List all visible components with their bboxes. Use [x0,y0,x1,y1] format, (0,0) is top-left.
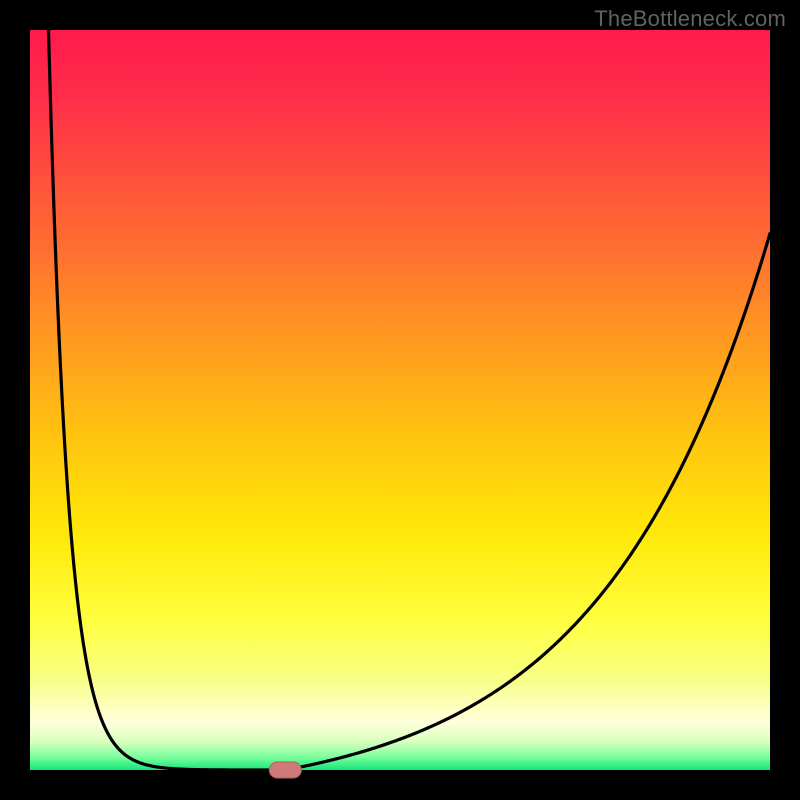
chart-container: TheBottleneck.com [0,0,800,800]
watermark-text: TheBottleneck.com [594,6,786,32]
chart-svg [0,0,800,800]
bottleneck-marker [269,762,301,778]
plot-background-gradient [30,30,770,770]
